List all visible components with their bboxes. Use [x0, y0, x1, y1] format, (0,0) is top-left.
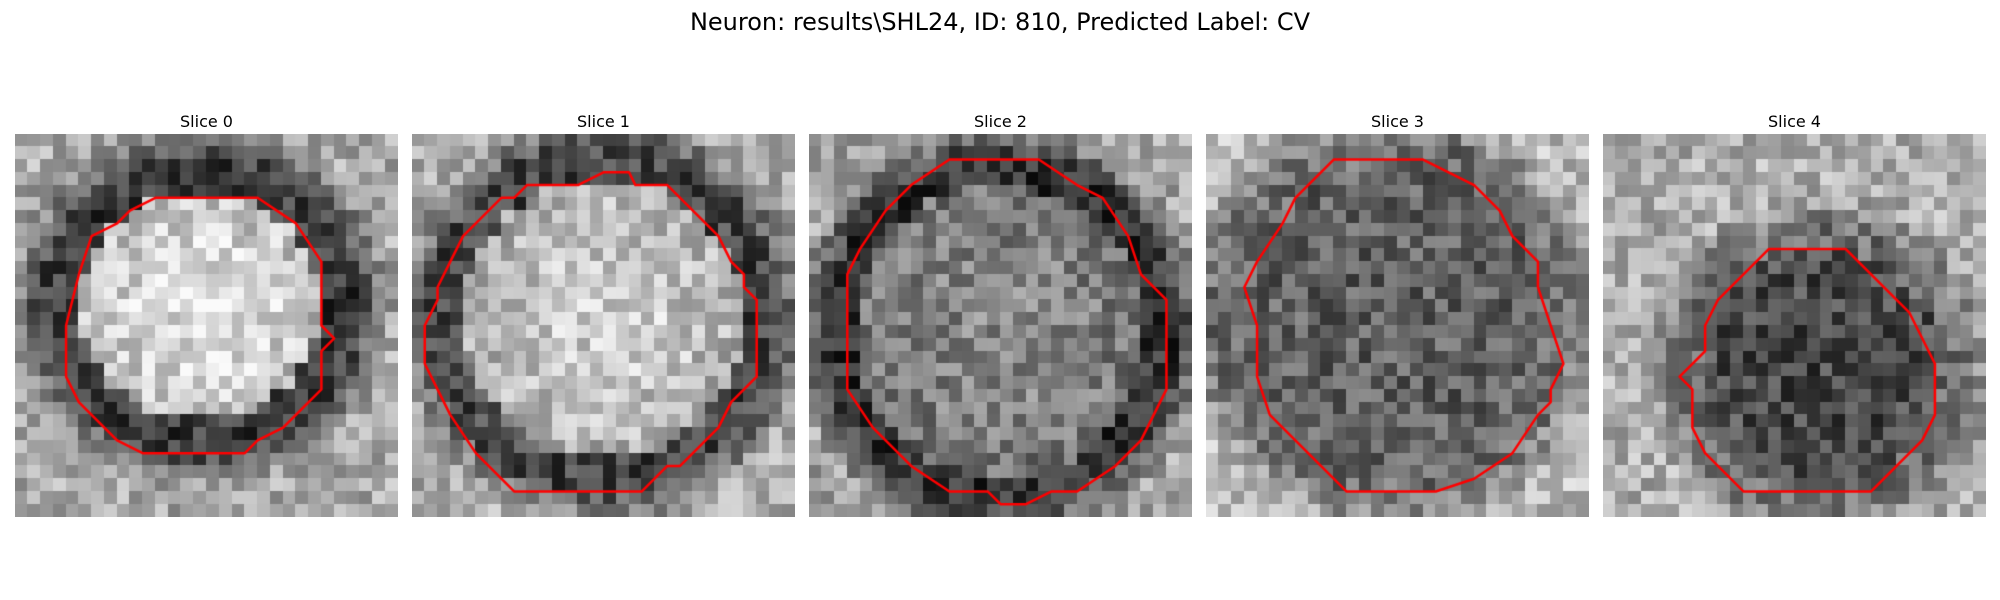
- slice-title-1: Slice 1: [577, 112, 630, 131]
- figure-title: Neuron: results\SHL24, ID: 810, Predicte…: [689, 8, 1311, 36]
- slice-title-4: Slice 4: [1768, 112, 1821, 131]
- slice-panel-1: Slice 1: [412, 110, 795, 517]
- slice-panel-3: Slice 3: [1206, 110, 1589, 517]
- slice-panel-0: Slice 0: [15, 110, 398, 517]
- slice-image-4: [1603, 134, 1986, 517]
- slice-title-0: Slice 0: [180, 112, 233, 131]
- slice-panel-2: Slice 2: [809, 110, 1192, 517]
- slice-image-3: [1206, 134, 1589, 517]
- slice-image-0: [15, 134, 398, 517]
- slice-title-2: Slice 2: [974, 112, 1027, 131]
- slice-image-1: [412, 134, 795, 517]
- slice-image-2: [809, 134, 1192, 517]
- slice-panel-4: Slice 4: [1603, 110, 1986, 517]
- slice-title-3: Slice 3: [1371, 112, 1424, 131]
